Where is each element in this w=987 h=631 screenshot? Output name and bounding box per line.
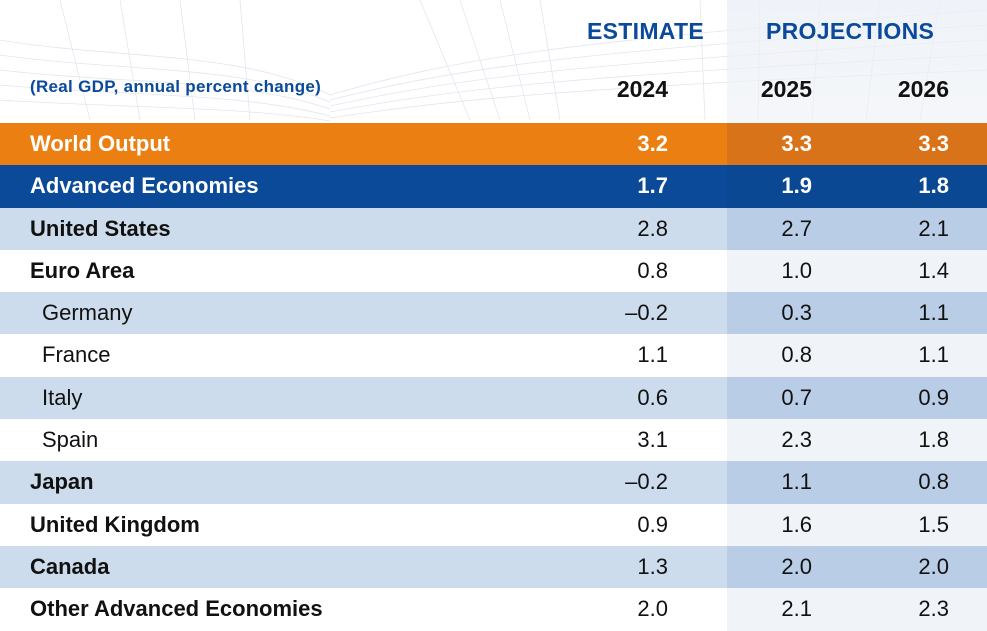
value-cell-2026: 0.9 <box>918 384 949 410</box>
table-row: World Output 3.2 3.3 3.3 <box>0 123 987 166</box>
value-cell-2024: 0.9 <box>637 511 668 537</box>
value-cell-2025: 0.3 <box>781 300 812 326</box>
value-cell-2024: 3.2 <box>637 131 668 156</box>
projection-cell-background <box>727 207 987 250</box>
projection-cell-background <box>727 461 987 504</box>
value-cell-2026: 2.1 <box>918 215 949 241</box>
value-cell-2024: 0.6 <box>637 384 668 410</box>
value-cell-2025: 1.1 <box>781 469 812 495</box>
projection-cell-background <box>727 588 987 631</box>
row-label: Euro Area <box>30 257 135 283</box>
row-label: Other Advanced Economies <box>30 596 323 622</box>
table-row: France 1.1 0.8 1.1 <box>0 334 987 377</box>
row-label: Germany <box>42 300 133 326</box>
projection-cell-background <box>727 292 987 335</box>
value-cell-2025: 0.7 <box>781 384 812 410</box>
value-cell-2025: 2.1 <box>781 596 812 622</box>
value-cell-2026: 1.8 <box>918 173 949 199</box>
projection-cell-background <box>727 165 987 208</box>
value-cell-2024: 1.3 <box>637 553 668 579</box>
projections-header: PROJECTIONS <box>766 18 935 44</box>
value-cell-2025: 2.0 <box>781 553 812 579</box>
value-cell-2024: 1.7 <box>637 173 668 199</box>
value-cell-2025: 1.6 <box>781 511 812 537</box>
value-cell-2026: 1.4 <box>918 257 949 283</box>
estimate-header: ESTIMATE <box>587 18 704 44</box>
row-label: Spain <box>42 427 99 453</box>
year-header-2025: 2025 <box>760 76 812 102</box>
row-label: France <box>42 342 111 368</box>
table-row: Advanced Economies 1.7 1.9 1.8 <box>0 165 987 208</box>
value-cell-2025: 3.3 <box>781 131 812 156</box>
year-header-2026: 2026 <box>897 76 949 102</box>
projection-cell-background <box>727 545 987 589</box>
projection-cell-background <box>727 334 987 377</box>
value-cell-2026: 2.3 <box>918 596 949 622</box>
value-cell-2024: 2.0 <box>637 596 668 622</box>
value-cell-2026: 1.1 <box>918 300 949 326</box>
table-row: Germany –0.2 0.3 1.1 <box>0 292 987 335</box>
row-label: United States <box>30 215 171 241</box>
row-label: United Kingdom <box>30 511 200 537</box>
value-cell-2024: 3.1 <box>637 427 668 453</box>
unit-label: (Real GDP, annual percent change) <box>30 77 322 96</box>
table-row: Other Advanced Economies 2.0 2.1 2.3 <box>0 588 987 631</box>
value-cell-2024: 2.8 <box>637 215 668 241</box>
value-cell-2025: 2.7 <box>781 215 812 241</box>
table-row: Spain 3.1 2.3 1.8 <box>0 419 987 462</box>
data-table: World Output 3.2 3.3 3.3 Advanced Economies 1… <box>0 123 987 631</box>
value-cell-2024: –0.2 <box>625 469 668 495</box>
projection-cell-background <box>727 123 987 166</box>
year-header-2024: 2024 <box>616 76 668 102</box>
value-cell-2026: 1.1 <box>918 342 949 368</box>
value-cell-2026: 3.3 <box>918 131 949 156</box>
value-cell-2026: 2.0 <box>918 553 949 579</box>
value-cell-2025: 1.0 <box>781 257 812 283</box>
row-label: Japan <box>30 469 94 495</box>
projection-cell-background <box>727 503 987 546</box>
value-cell-2024: –0.2 <box>625 300 668 326</box>
table-row: Japan –0.2 1.1 0.8 <box>0 461 987 504</box>
table-row: Canada 1.3 2.0 2.0 <box>0 545 987 589</box>
table-row: Euro Area 0.8 1.0 1.4 <box>0 249 987 293</box>
row-label: Canada <box>30 553 110 579</box>
row-label: World Output <box>30 131 171 156</box>
value-cell-2026: 0.8 <box>918 469 949 495</box>
value-cell-2025: 0.8 <box>781 342 812 368</box>
value-cell-2026: 1.5 <box>918 511 949 537</box>
value-cell-2024: 0.8 <box>637 257 668 283</box>
row-label: Italy <box>42 384 83 410</box>
table-row: United Kingdom 0.9 1.6 1.5 <box>0 503 987 546</box>
value-cell-2025: 1.9 <box>781 173 812 199</box>
projection-cell-background <box>727 376 987 420</box>
table-row: Italy 0.6 0.7 0.9 <box>0 376 987 420</box>
row-label: Advanced Economies <box>30 173 259 199</box>
value-cell-2025: 2.3 <box>781 427 812 453</box>
projection-cell-background <box>727 249 987 293</box>
table-row: United States 2.8 2.7 2.1 <box>0 207 987 250</box>
projection-cell-background <box>727 419 987 462</box>
value-cell-2026: 1.8 <box>918 427 949 453</box>
value-cell-2024: 1.1 <box>637 342 668 368</box>
